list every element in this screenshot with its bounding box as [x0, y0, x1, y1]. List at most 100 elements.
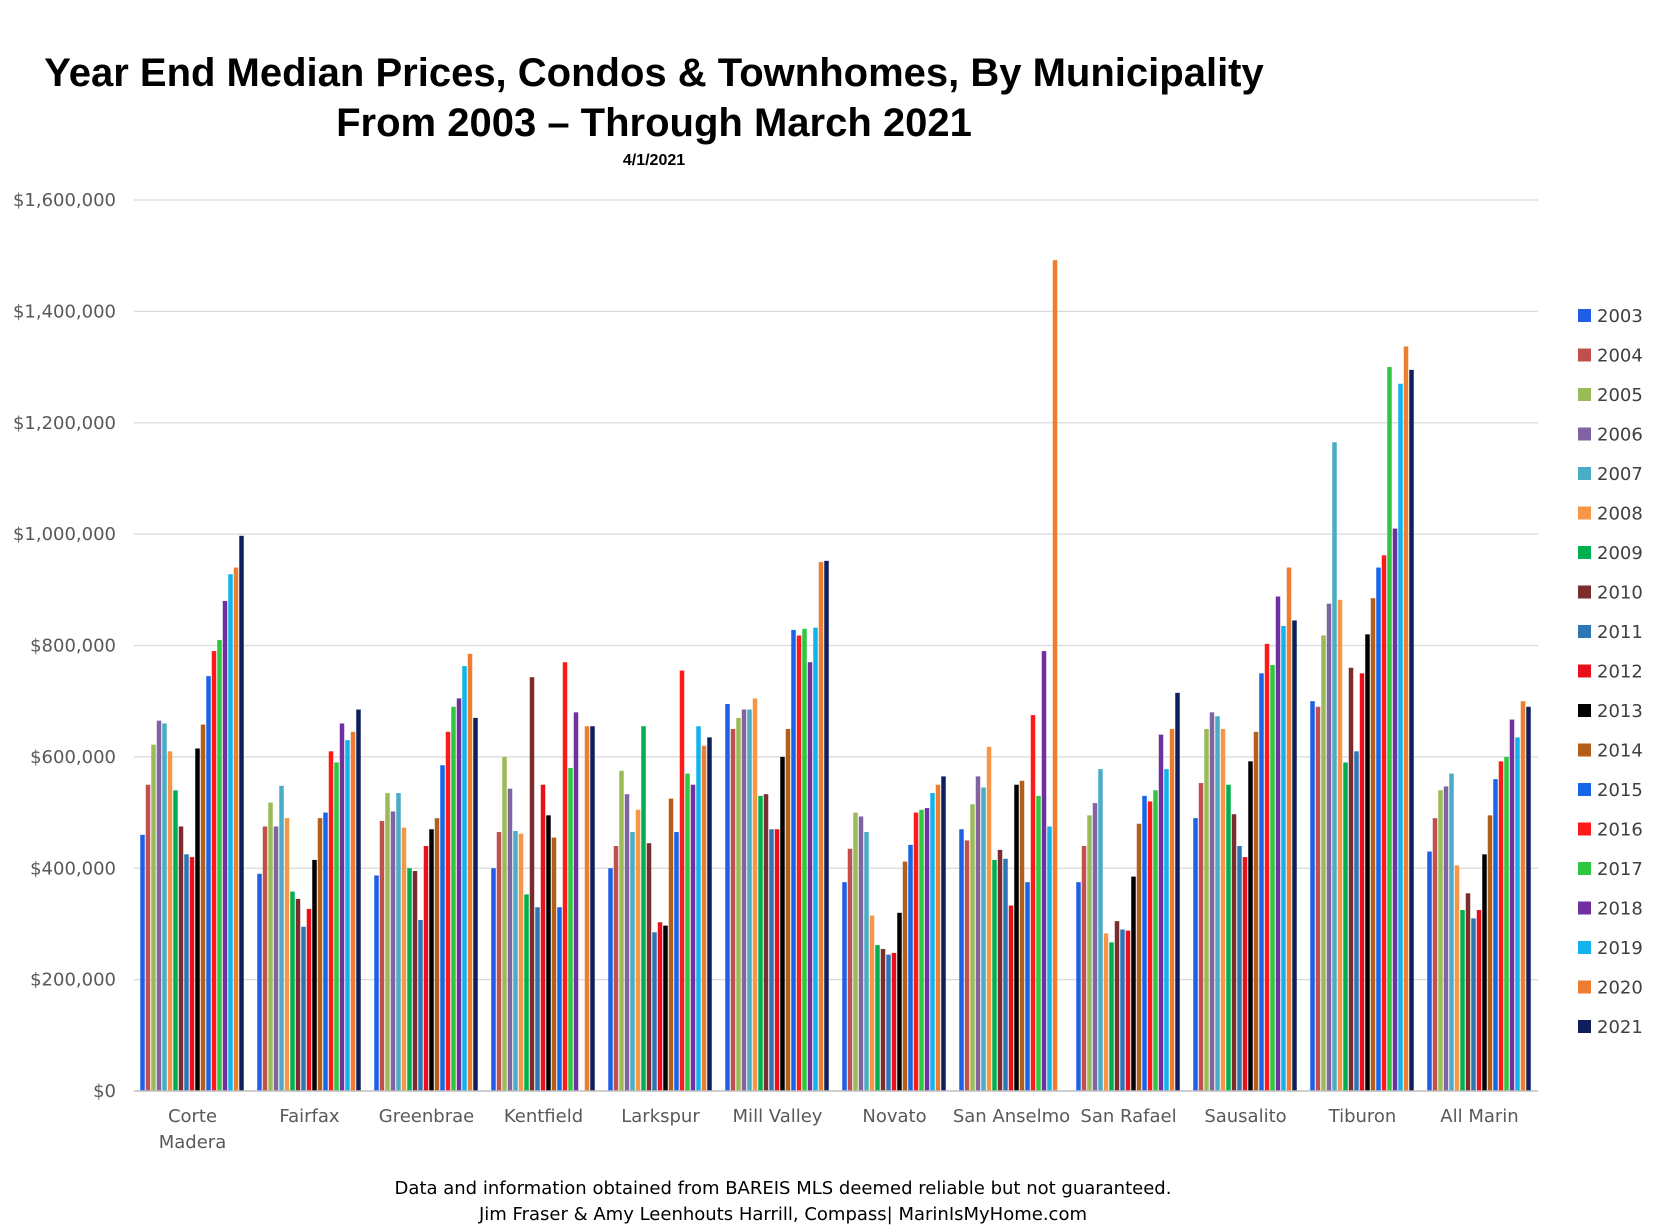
bar-larkspur-2004	[613, 845, 619, 1091]
bar-kentfield-2005	[502, 756, 507, 1092]
bar-kentfield-2020	[584, 726, 590, 1091]
bar-all-marin-2004	[1432, 818, 1438, 1091]
bar-greenbrae-2004	[379, 820, 385, 1091]
bar-all-marin-2018	[1509, 719, 1515, 1091]
bar-san-rafael-2015	[1142, 795, 1147, 1091]
bar-mill-valley-2020	[818, 561, 824, 1091]
bar-all-marin-2011	[1471, 918, 1476, 1091]
bar-all-marin-2009	[1460, 910, 1465, 1091]
bar-larkspur-2012	[657, 922, 663, 1091]
bar-corte-madera-2009	[173, 790, 178, 1091]
bar-all-marin-2013	[1482, 854, 1487, 1091]
x-tick-label-line: Greenbrae	[379, 1106, 474, 1127]
bar-san-rafael-2007	[1098, 769, 1103, 1091]
bar-greenbrae-2018	[456, 698, 462, 1091]
y-tick-label: $200,000	[30, 970, 116, 991]
bar-corte-madera-2017	[217, 639, 222, 1091]
bar-fairfax-2021	[356, 709, 361, 1091]
x-tick-label-line: Tiburon	[1328, 1106, 1397, 1127]
legend-swatch-2003	[1578, 309, 1591, 322]
bar-san-rafael-2009	[1109, 942, 1114, 1091]
bar-mill-valley-2006	[741, 709, 747, 1091]
bar-fairfax-2016	[328, 751, 334, 1091]
bar-larkspur-2018	[690, 784, 696, 1091]
legend-label-2007: 2007	[1597, 464, 1643, 485]
bar-tiburon-2008	[1337, 599, 1343, 1091]
legend-label-2005: 2005	[1597, 385, 1643, 406]
bar-greenbrae-2005	[385, 793, 390, 1091]
footer-line2: Jim Fraser & Amy Leenhouts Harrill, Comp…	[478, 1204, 1087, 1225]
bar-kentfield-2017	[568, 768, 573, 1091]
bar-corte-madera-2014	[200, 724, 206, 1091]
legend-label-2009: 2009	[1597, 543, 1643, 564]
bar-san-rafael-2017	[1153, 790, 1158, 1091]
bar-corte-madera-2013	[195, 748, 200, 1091]
bar-kentfield-2004	[496, 832, 502, 1091]
bar-all-marin-2008	[1454, 865, 1460, 1091]
bar-mill-valley-2013	[780, 756, 785, 1092]
bar-tiburon-2015	[1376, 567, 1381, 1091]
bar-larkspur-2017	[685, 773, 690, 1091]
bar-all-marin-2007	[1449, 773, 1454, 1091]
bar-san-anselmo-2005	[970, 804, 975, 1091]
bar-greenbrae-2007	[396, 793, 401, 1091]
bar-san-rafael-2020	[1169, 729, 1175, 1091]
bar-corte-madera-2008	[167, 751, 173, 1091]
bar-novato-2011	[886, 954, 891, 1091]
bar-sausalito-2004	[1198, 783, 1204, 1091]
legend-label-2011: 2011	[1597, 622, 1643, 643]
x-tick-label-san-anselmo: San Anselmo	[953, 1106, 1070, 1127]
y-tick-label: $1,000,000	[13, 524, 116, 545]
bar-all-marin-2003	[1427, 851, 1432, 1091]
bar-sausalito-2016	[1264, 643, 1270, 1091]
bar-sausalito-2006	[1209, 712, 1215, 1091]
bar-san-anselmo-2006	[975, 776, 981, 1091]
bar-sausalito-2020	[1286, 567, 1292, 1091]
bar-fairfax-2020	[350, 731, 356, 1091]
legend-swatch-2004	[1578, 348, 1591, 362]
legend-swatch-2018	[1578, 901, 1591, 915]
legend-label-2015: 2015	[1597, 780, 1643, 801]
bar-corte-madera-2003	[140, 834, 145, 1091]
bar-larkspur-2008	[635, 809, 641, 1091]
bar-novato-2017	[919, 809, 924, 1091]
bar-kentfield-2007	[513, 830, 518, 1091]
bar-mill-valley-2008	[752, 698, 758, 1091]
y-tick-label: $400,000	[30, 858, 116, 879]
bar-all-marin-2014	[1487, 815, 1493, 1091]
x-tick-label-mill-valley: Mill Valley	[733, 1106, 823, 1127]
y-tick-label: $1,200,000	[13, 413, 116, 434]
bar-mill-valley-2004	[730, 729, 736, 1091]
bar-fairfax-2014	[317, 818, 323, 1091]
y-axis-ticks: $0 $200,000 $400,000 $600,000 $800,000 $1,000…	[13, 190, 116, 1102]
bar-sausalito-2005	[1204, 729, 1209, 1091]
bar-sausalito-2008	[1220, 729, 1226, 1091]
legend-label-2010: 2010	[1597, 583, 1643, 604]
bar-kentfield-2006	[507, 788, 513, 1091]
bar-larkspur-2020	[701, 745, 707, 1091]
bar-greenbrae-2016	[445, 731, 451, 1091]
bar-kentfield-2013	[546, 815, 551, 1091]
legend-label-2012: 2012	[1597, 662, 1643, 683]
legend-label-2021: 2021	[1597, 1017, 1643, 1038]
bar-fairfax-2010	[295, 898, 301, 1091]
bar-mill-valley-2010	[763, 794, 769, 1091]
bar-larkspur-2005	[619, 770, 624, 1091]
x-tick-label-corte-madera: Corte Madera	[159, 1106, 227, 1153]
bar-larkspur-2006	[624, 794, 630, 1091]
bar-san-anselmo-2018	[1041, 651, 1047, 1091]
bar-kentfield-2011	[535, 907, 540, 1091]
bar-sausalito-2009	[1226, 784, 1231, 1091]
bar-san-anselmo-2003	[959, 829, 964, 1091]
bar-kentfield-2010	[529, 677, 535, 1091]
bar-san-rafael-2008	[1103, 933, 1109, 1091]
bar-tiburon-2010	[1348, 667, 1354, 1091]
legend-label-2006: 2006	[1597, 425, 1643, 446]
bar-tiburon-2004	[1315, 706, 1321, 1091]
bar-san-anselmo-2007	[981, 787, 986, 1091]
x-tick-label-line: Sausalito	[1204, 1106, 1286, 1127]
legend-label-2020: 2020	[1597, 978, 1643, 999]
legend-swatch-2020	[1578, 980, 1591, 994]
bar-san-anselmo-2017	[1036, 795, 1041, 1091]
bar-novato-2019	[930, 793, 935, 1091]
